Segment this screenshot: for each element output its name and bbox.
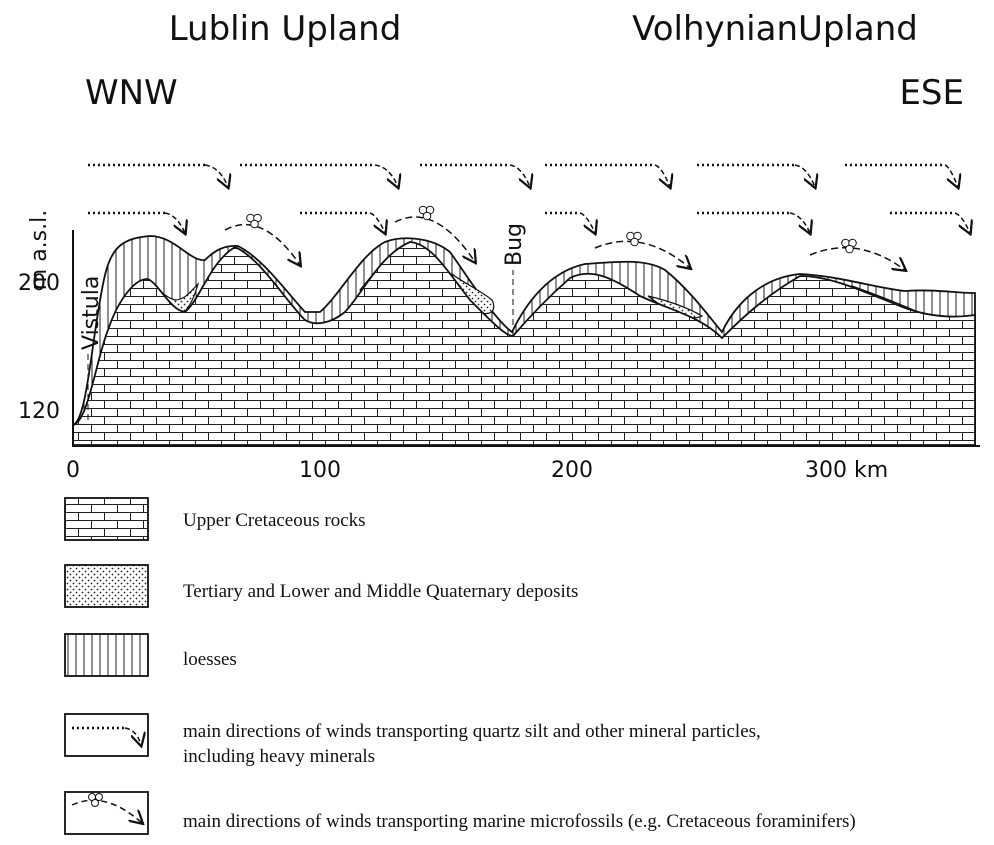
legend-text: main directions of winds transporting ma…	[183, 811, 856, 832]
legend-swatch	[65, 714, 148, 756]
legend-text: including heavy minerals	[183, 746, 375, 767]
y-tick-label: 120	[18, 399, 60, 424]
legend-swatch	[65, 498, 148, 540]
river-label: Vistula	[79, 276, 104, 350]
wind-arrow	[370, 213, 385, 233]
legend-text: main directions of winds transporting qu…	[183, 721, 761, 742]
wind-arrow	[205, 165, 228, 187]
legend-text: Upper Cretaceous rocks	[183, 510, 366, 531]
wind-arrow	[165, 213, 185, 233]
wind-arrow	[955, 213, 970, 233]
microfossil-icon	[627, 232, 642, 246]
microfossil-icon	[842, 239, 857, 253]
legend-swatch	[65, 792, 148, 834]
wind-arrow	[790, 213, 810, 233]
legend: Upper Cretaceous rocks Tertiary and Lowe…	[65, 498, 856, 834]
direction-label: ESE	[899, 73, 964, 113]
legend-swatch	[65, 565, 148, 607]
fossil-chamber	[846, 245, 854, 253]
x-tick-label: 200	[551, 458, 593, 483]
wind-arrow	[795, 165, 815, 187]
wind-arrow	[510, 165, 530, 187]
diagram: Lublin Upland VolhynianUpland WNW ESE Vi…	[0, 0, 994, 845]
wind-arrow	[580, 213, 595, 233]
wind-arrow	[375, 165, 398, 187]
microfossil-icon	[247, 214, 262, 228]
river-label: Bug	[502, 223, 527, 266]
fossil-chamber	[423, 212, 431, 220]
fossil-chamber	[251, 220, 259, 228]
microfossil-arrow	[810, 248, 905, 270]
fossil-chamber	[631, 238, 639, 246]
direction-label: WNW	[85, 73, 178, 113]
region-title: Lublin Upland	[169, 9, 402, 49]
region-title: VolhynianUpland	[632, 9, 918, 49]
x-tick-label: 300 km	[805, 458, 888, 483]
legend-text: Tertiary and Lower and Middle Quaternary…	[183, 581, 578, 602]
x-tick-label: 100	[299, 458, 341, 483]
wind-arrow	[655, 165, 670, 187]
y-tick-label: 200	[18, 271, 60, 296]
wind-arrow	[945, 165, 958, 187]
legend-text: loesses	[183, 649, 237, 670]
x-tick-label: 0	[66, 458, 80, 483]
legend-swatch	[65, 634, 148, 676]
